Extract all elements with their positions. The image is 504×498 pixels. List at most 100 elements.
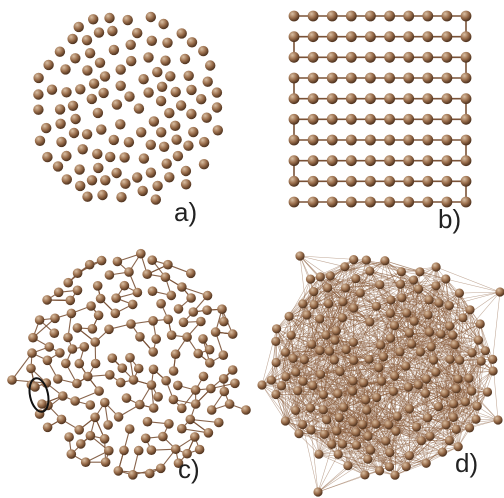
- atom: [217, 304, 227, 315]
- atom: [331, 326, 341, 336]
- atom: [376, 340, 386, 350]
- atom: [74, 358, 85, 369]
- cluster-bond: [342, 306, 377, 319]
- atom: [33, 89, 44, 100]
- atom: [422, 72, 434, 84]
- atom: [307, 175, 319, 187]
- atom: [183, 70, 194, 82]
- cluster-bond: [285, 385, 314, 422]
- atom: [288, 10, 300, 22]
- atom: [115, 377, 126, 388]
- atom: [37, 399, 47, 409]
- atom: [161, 375, 171, 386]
- atom: [158, 18, 169, 30]
- atom: [307, 51, 319, 63]
- cluster-bond: [426, 378, 431, 437]
- cluster-bond: [469, 309, 482, 362]
- atom: [413, 380, 423, 390]
- cluster-bond: [433, 359, 457, 389]
- atom: [72, 323, 83, 333]
- cluster-bond: [421, 440, 459, 447]
- atom: [441, 155, 453, 167]
- atom: [98, 87, 109, 99]
- cluster-bond: [449, 293, 460, 360]
- atom: [408, 275, 419, 285]
- atom: [276, 381, 287, 391]
- atom: [99, 434, 110, 444]
- atom: [450, 340, 460, 350]
- atom: [361, 255, 371, 265]
- atom: [30, 382, 40, 392]
- atom: [295, 251, 305, 261]
- atom: [441, 274, 451, 284]
- cluster-bond: [409, 408, 443, 453]
- cluster-bond: [406, 285, 437, 314]
- atom: [142, 416, 153, 427]
- atom: [307, 72, 319, 84]
- atom: [365, 266, 375, 276]
- cluster-bond: [362, 408, 410, 425]
- atom: [440, 388, 450, 398]
- atom: [358, 419, 368, 430]
- cluster-bond: [334, 313, 391, 341]
- atom: [111, 99, 123, 110]
- network-bond: [32, 317, 56, 339]
- atom: [116, 192, 127, 203]
- atom: [272, 324, 282, 334]
- atom: [108, 134, 120, 146]
- cluster-bond: [327, 278, 356, 289]
- atom: [54, 46, 66, 57]
- atom: [326, 196, 338, 208]
- atom: [132, 172, 143, 183]
- cluster-bond: [492, 291, 501, 360]
- atom: [332, 426, 342, 436]
- atom: [472, 401, 482, 411]
- cluster-bond: [311, 307, 354, 345]
- atom: [345, 113, 357, 125]
- atom: [164, 172, 175, 183]
- atom: [293, 386, 303, 396]
- atom: [152, 66, 163, 78]
- atom: [460, 196, 472, 208]
- atom: [148, 403, 159, 413]
- atom: [153, 392, 163, 402]
- cluster-bond: [337, 393, 357, 446]
- atom: [384, 420, 394, 430]
- atom: [72, 285, 83, 296]
- atom: [326, 93, 338, 105]
- atom: [384, 72, 395, 84]
- atom: [375, 466, 385, 476]
- atom: [211, 87, 223, 98]
- cluster-bond: [297, 380, 354, 392]
- cluster-bond: [438, 302, 464, 319]
- atom: [190, 432, 200, 442]
- cluster-bond: [394, 426, 417, 476]
- atom: [84, 259, 95, 270]
- atom: [384, 196, 395, 208]
- cluster-bond: [328, 303, 337, 331]
- atom: [422, 10, 434, 22]
- atom: [391, 426, 401, 436]
- cluster-bond: [338, 454, 396, 476]
- atom: [104, 12, 115, 24]
- atom: [64, 432, 74, 442]
- atom: [257, 380, 267, 390]
- atom: [416, 436, 426, 446]
- cluster-bond: [449, 359, 477, 420]
- panel-label-b: b): [438, 204, 461, 234]
- cluster-bond: [285, 390, 298, 422]
- atom: [403, 31, 415, 43]
- cluster-bond: [298, 433, 332, 445]
- cluster-bond: [330, 275, 354, 309]
- cluster-bond: [375, 408, 410, 425]
- atom: [280, 416, 290, 426]
- cluster-bond: [297, 390, 312, 431]
- atom: [135, 399, 145, 410]
- cluster-bond: [409, 351, 421, 409]
- atom: [176, 28, 187, 39]
- cluster-bond: [459, 293, 473, 353]
- cluster-bond: [369, 321, 410, 334]
- atom: [133, 445, 144, 456]
- atom: [156, 81, 168, 93]
